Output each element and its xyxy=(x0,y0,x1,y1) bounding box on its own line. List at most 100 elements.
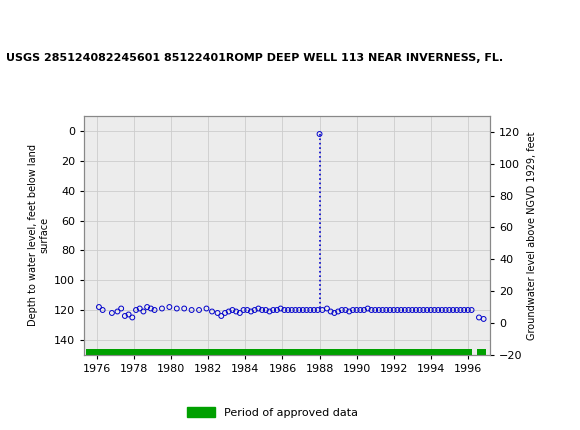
Point xyxy=(180,305,189,312)
Point xyxy=(371,307,380,313)
Point xyxy=(459,307,469,313)
Point xyxy=(352,307,361,313)
Point xyxy=(208,308,217,315)
Point xyxy=(400,307,409,313)
Point xyxy=(235,310,244,316)
Point xyxy=(448,307,458,313)
Point xyxy=(231,308,241,315)
Point xyxy=(309,307,318,313)
Bar xyxy=(86,349,473,355)
Y-axis label: Depth to water level, feet below land
surface: Depth to water level, feet below land su… xyxy=(28,144,50,326)
Point xyxy=(374,307,383,313)
Point xyxy=(378,307,387,313)
Point xyxy=(124,311,133,318)
Point xyxy=(434,307,443,313)
Point xyxy=(113,308,122,315)
Point xyxy=(139,308,148,315)
Point xyxy=(239,307,248,313)
Point xyxy=(318,307,327,313)
Point xyxy=(98,307,107,313)
Point xyxy=(479,316,488,322)
Point xyxy=(315,131,324,138)
Point xyxy=(131,307,140,313)
Point xyxy=(224,308,233,315)
Point xyxy=(393,307,402,313)
Point xyxy=(360,307,369,313)
Point xyxy=(157,305,166,312)
Point xyxy=(430,307,439,313)
Text: USGS 285124082245601 85122401ROMP DEEP WELL 113 NEAR INVERNESS, FL.: USGS 285124082245601 85122401ROMP DEEP W… xyxy=(6,53,503,63)
Point xyxy=(250,307,259,313)
Bar xyxy=(477,349,487,355)
Point xyxy=(246,308,256,315)
Point xyxy=(345,308,354,315)
Point xyxy=(348,307,357,313)
Point xyxy=(437,307,447,313)
Point xyxy=(143,304,152,310)
Point xyxy=(258,307,267,313)
Point xyxy=(146,305,155,312)
Point xyxy=(269,307,278,313)
Point xyxy=(228,307,237,313)
Text: ▉: ▉ xyxy=(3,7,22,33)
Legend: Period of approved data: Period of approved data xyxy=(183,403,362,422)
Point xyxy=(117,305,126,312)
Point xyxy=(265,308,274,315)
Point xyxy=(474,314,484,321)
Point xyxy=(306,307,315,313)
Point xyxy=(363,305,372,312)
Point xyxy=(213,310,222,316)
Point xyxy=(441,307,450,313)
Point xyxy=(330,310,339,316)
Point xyxy=(385,307,394,313)
Point xyxy=(150,307,159,313)
Point xyxy=(276,305,285,312)
Point xyxy=(397,307,406,313)
Point xyxy=(404,307,413,313)
Point xyxy=(313,307,322,313)
Point xyxy=(280,307,289,313)
Point xyxy=(337,307,346,313)
Point xyxy=(128,314,137,321)
Point xyxy=(445,307,454,313)
Point xyxy=(463,307,473,313)
Point xyxy=(202,305,211,312)
Point xyxy=(415,307,425,313)
Point xyxy=(291,307,300,313)
Point xyxy=(272,307,281,313)
Point xyxy=(408,307,417,313)
Y-axis label: Groundwater level above NGVD 1929, feet: Groundwater level above NGVD 1929, feet xyxy=(527,131,537,340)
Point xyxy=(295,307,304,313)
Point xyxy=(426,307,436,313)
Point xyxy=(322,305,332,312)
Point xyxy=(220,310,230,316)
Point xyxy=(302,307,311,313)
Point xyxy=(382,307,391,313)
Point xyxy=(287,307,296,313)
Point xyxy=(367,307,376,313)
Point xyxy=(419,307,428,313)
Point xyxy=(326,308,335,315)
Point xyxy=(135,305,144,312)
Point xyxy=(261,307,270,313)
Point xyxy=(165,304,174,310)
Point xyxy=(452,307,461,313)
Point xyxy=(298,307,307,313)
Point xyxy=(120,313,129,319)
Point xyxy=(422,307,432,313)
Point xyxy=(356,307,365,313)
Point xyxy=(107,310,117,316)
Point xyxy=(467,307,476,313)
Point xyxy=(187,307,196,313)
Text: USGS: USGS xyxy=(44,10,107,30)
Point xyxy=(334,308,343,315)
Point xyxy=(242,307,252,313)
Point xyxy=(456,307,465,313)
Point xyxy=(411,307,420,313)
Point xyxy=(389,307,398,313)
FancyBboxPatch shape xyxy=(3,3,41,37)
Point xyxy=(95,304,104,310)
Point xyxy=(253,305,263,312)
Point xyxy=(194,307,204,313)
Point xyxy=(172,305,182,312)
